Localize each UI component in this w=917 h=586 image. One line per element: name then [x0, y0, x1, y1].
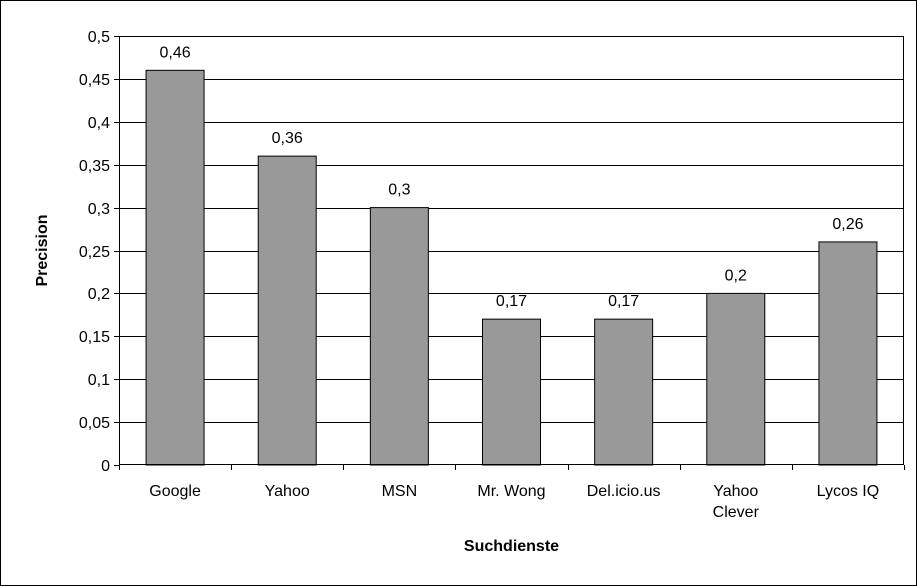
y-tick-label: 0,25 — [79, 244, 110, 261]
data-label: 0,46 — [160, 44, 191, 61]
y-tick-label: 0,05 — [79, 415, 110, 432]
bar — [482, 318, 541, 466]
y-tick-label: 0,4 — [88, 115, 110, 132]
data-label: 0,26 — [832, 216, 863, 233]
x-tick-label: Mr. Wong — [477, 483, 545, 500]
bar — [257, 155, 317, 466]
y-axis-title: Precision — [34, 214, 51, 286]
bar — [145, 69, 205, 466]
plot-area-border — [119, 36, 904, 465]
bar — [818, 241, 878, 466]
y-tick-label: 0,1 — [88, 372, 110, 389]
y-tick-label: 0,2 — [88, 286, 110, 303]
x-tick-label: MSN — [382, 483, 418, 500]
bars — [145, 69, 878, 466]
x-tick-label: Google — [149, 483, 201, 500]
y-tick-label: 0,5 — [88, 29, 110, 46]
bar — [594, 318, 654, 466]
y-tick-label: 0,35 — [79, 158, 110, 175]
x-tick-label: Del.icio.us — [587, 483, 661, 500]
bar — [369, 207, 429, 466]
x-tick-label: Yahoo — [265, 483, 310, 500]
axes — [114, 36, 905, 470]
data-label: 0,17 — [608, 293, 639, 310]
x-tick-label: Lycos IQ — [817, 483, 880, 500]
y-tick-label: 0 — [101, 458, 110, 475]
data-label: 0,2 — [725, 267, 747, 284]
labels: 0 0,05 0,1 0,15 0,2 0,25 0,3 0,35 0,4 0,45 0,5 0,46… — [79, 29, 879, 521]
x-tick-label: Clever — [713, 504, 760, 521]
data-label: 0,3 — [388, 182, 410, 199]
y-tick-label: 0,15 — [79, 329, 110, 346]
x-tick-label: Yahoo — [713, 483, 758, 500]
y-tick-label: 0,3 — [88, 201, 110, 218]
bar — [706, 292, 766, 466]
data-label: 0,36 — [272, 130, 303, 147]
y-tick-label: 0,45 — [79, 72, 110, 89]
data-label: 0,17 — [496, 293, 527, 310]
x-axis-title: Suchdienste — [464, 538, 559, 555]
